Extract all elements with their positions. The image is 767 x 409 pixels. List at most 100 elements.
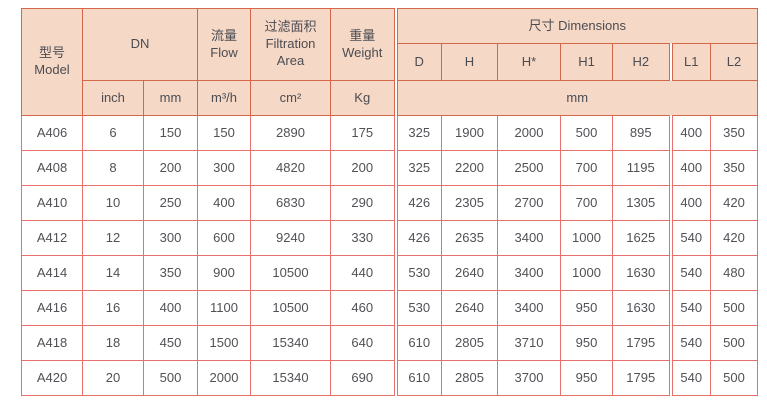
value-cell: 3710 <box>497 325 561 361</box>
value-cell: 14 <box>82 255 144 291</box>
value-cell: 2500 <box>497 150 561 186</box>
flow-label-en: Flow <box>210 44 238 60</box>
col-header-d: D <box>393 43 442 81</box>
value-cell: 2640 <box>441 255 498 291</box>
value-cell: 200 <box>143 150 198 186</box>
col-header-model: 型号 Model <box>21 8 83 116</box>
value-cell: 290 <box>330 185 396 221</box>
value-cell: 2635 <box>441 220 498 256</box>
value-cell: 426 <box>393 185 442 221</box>
value-cell: 300 <box>197 150 251 186</box>
value-cell: 450 <box>143 325 198 361</box>
value-cell: 350 <box>143 255 198 291</box>
model-cell: A410 <box>21 185 83 221</box>
value-cell: 540 <box>668 325 711 361</box>
table-row: A418 18 450 1500 15340 640 610 2805 3710 950 1795 5… <box>21 325 758 361</box>
flow-label-zh: 流量 <box>210 27 237 43</box>
value-cell: 9240 <box>250 220 331 256</box>
model-cell: A408 <box>21 150 83 186</box>
value-cell: 10 <box>82 185 144 221</box>
value-cell: 2805 <box>441 360 498 396</box>
value-cell: 400 <box>668 115 711 151</box>
value-cell: 500 <box>710 325 758 361</box>
unit-mm: mm <box>143 80 198 116</box>
value-cell: 3400 <box>497 290 561 326</box>
value-cell: 330 <box>330 220 396 256</box>
unit-dimensions-mm: mm <box>393 80 758 116</box>
value-cell: 500 <box>710 290 758 326</box>
table-row: A408 8 200 300 4820 200 325 2200 2500 700 1195 400 3… <box>21 150 758 186</box>
table-body: A406 6 150 150 2890 175 325 1900 2000 500 895 400 35… <box>21 115 758 396</box>
product-spec-table: 型号 Model DN 流量 Flow 过滤面积 Filtration Area… <box>21 8 758 396</box>
table-row: A406 6 150 150 2890 175 325 1900 2000 500 895 400 35… <box>21 115 758 151</box>
value-cell: 3700 <box>497 360 561 396</box>
col-header-weight: 重量 Weight <box>330 8 396 81</box>
value-cell: 325 <box>393 115 442 151</box>
table-row: A412 12 300 600 9240 330 426 2635 3400 1000 1625 54… <box>21 220 758 256</box>
unit-area: cm² <box>250 80 331 116</box>
value-cell: 2640 <box>441 290 498 326</box>
model-cell: A412 <box>21 220 83 256</box>
value-cell: 500 <box>560 115 613 151</box>
value-cell: 420 <box>710 220 758 256</box>
value-cell: 3400 <box>497 255 561 291</box>
value-cell: 640 <box>330 325 396 361</box>
value-cell: 610 <box>393 360 442 396</box>
value-cell: 530 <box>393 290 442 326</box>
value-cell: 400 <box>668 150 711 186</box>
value-cell: 15340 <box>250 325 331 361</box>
value-cell: 700 <box>560 185 613 221</box>
col-header-flow: 流量 Flow <box>197 8 251 81</box>
unit-flow: m³/h <box>197 80 251 116</box>
header-row-2: D H H* H1 H2 L1 L2 <box>22 43 758 81</box>
value-cell: 426 <box>393 220 442 256</box>
unit-weight: Kg <box>330 80 396 116</box>
model-cell: A420 <box>21 360 83 396</box>
value-cell: 1630 <box>612 255 671 291</box>
table-row: A420 20 500 2000 15340 690 610 2805 3700 950 1795 5… <box>21 360 758 396</box>
table-row: A410 10 250 400 6830 290 426 2305 2700 700 1305 400… <box>21 185 758 221</box>
value-cell: 1000 <box>560 220 613 256</box>
value-cell: 1795 <box>612 325 671 361</box>
col-header-l2: L2 <box>710 43 758 81</box>
value-cell: 540 <box>668 360 711 396</box>
value-cell: 150 <box>197 115 251 151</box>
value-cell: 950 <box>560 290 613 326</box>
value-cell: 175 <box>330 115 396 151</box>
value-cell: 1100 <box>197 290 251 326</box>
value-cell: 400 <box>143 290 198 326</box>
value-cell: 700 <box>560 150 613 186</box>
value-cell: 530 <box>393 255 442 291</box>
col-header-filtration-area: 过滤面积 Filtration Area <box>250 8 331 81</box>
value-cell: 690 <box>330 360 396 396</box>
model-label-en: Model <box>34 62 70 77</box>
value-cell: 12 <box>82 220 144 256</box>
value-cell: 2200 <box>441 150 498 186</box>
value-cell: 2305 <box>441 185 498 221</box>
weight-label-en: Weight <box>342 44 383 60</box>
col-header-dn: DN <box>82 8 198 81</box>
value-cell: 16 <box>82 290 144 326</box>
value-cell: 2700 <box>497 185 561 221</box>
value-cell: 1625 <box>612 220 671 256</box>
model-cell: A416 <box>21 290 83 326</box>
value-cell: 18 <box>82 325 144 361</box>
value-cell: 2805 <box>441 325 498 361</box>
col-header-h1: H1 <box>560 43 613 81</box>
header-row-units: inch mm m³/h cm² Kg mm <box>22 80 758 116</box>
model-label-zh: 型号 <box>38 45 65 61</box>
value-cell: 1795 <box>612 360 671 396</box>
value-cell: 1630 <box>612 290 671 326</box>
value-cell: 500 <box>710 360 758 396</box>
value-cell: 1000 <box>560 255 613 291</box>
col-header-h-star: H* <box>497 43 561 81</box>
value-cell: 610 <box>393 325 442 361</box>
filtration-label-zh: 过滤面积 <box>264 19 317 35</box>
value-cell: 10500 <box>250 290 331 326</box>
value-cell: 950 <box>560 360 613 396</box>
value-cell: 1305 <box>612 185 671 221</box>
value-cell: 350 <box>710 150 758 186</box>
value-cell: 900 <box>197 255 251 291</box>
value-cell: 2000 <box>497 115 561 151</box>
value-cell: 15340 <box>250 360 331 396</box>
